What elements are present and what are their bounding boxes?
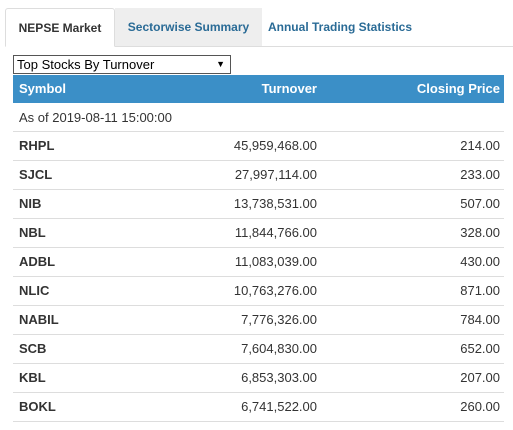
closing-price-cell: 652.00 xyxy=(460,341,500,356)
symbol-cell: SJCL xyxy=(19,167,53,182)
dropdown-arrow-icon: ▼ xyxy=(216,59,225,69)
table-row: SCB 7,604,830.00 652.00 xyxy=(13,335,504,364)
table-row: NLIC 10,763,276.00 871.00 xyxy=(13,277,504,306)
header-closing-price: Closing Price xyxy=(416,81,500,96)
table-row: SJCL 27,997,114.00 233.00 xyxy=(13,161,504,190)
table-row: NBL 11,844,766.00 328.00 xyxy=(13,219,504,248)
as-of-timestamp: As of 2019-08-11 15:00:00 xyxy=(13,103,504,132)
turnover-cell: 11,844,766.00 xyxy=(234,225,317,240)
tab-bar: NEPSE Market Sectorwise Summary Annual T… xyxy=(5,8,513,47)
closing-price-cell: 507.00 xyxy=(460,196,500,211)
turnover-cell: 10,763,276.00 xyxy=(233,283,317,298)
symbol-cell: BOKL xyxy=(19,399,56,414)
closing-price-cell: 328.00 xyxy=(460,225,500,240)
table-header: Symbol Turnover Closing Price xyxy=(13,75,504,103)
table-row: NABIL 7,776,326.00 784.00 xyxy=(13,306,504,335)
closing-price-cell: 260.00 xyxy=(460,399,500,414)
symbol-cell: NLIC xyxy=(19,283,50,298)
tab-sectorwise-summary[interactable]: Sectorwise Summary xyxy=(115,8,262,46)
turnover-cell: 11,083,039.00 xyxy=(234,254,317,269)
table-row: BOKL 6,741,522.00 260.00 xyxy=(13,393,504,422)
header-symbol: Symbol xyxy=(19,81,66,96)
turnover-cell: 13,738,531.00 xyxy=(233,196,317,211)
symbol-cell: NABIL xyxy=(19,312,59,327)
stock-filter-value: Top Stocks By Turnover xyxy=(17,57,155,72)
closing-price-cell: 430.00 xyxy=(460,254,500,269)
closing-price-cell: 784.00 xyxy=(460,312,500,327)
closing-price-cell: 233.00 xyxy=(460,167,500,182)
header-turnover: Turnover xyxy=(261,81,317,96)
symbol-cell: RHPL xyxy=(19,138,55,153)
table-row: KBL 6,853,303.00 207.00 xyxy=(13,364,504,393)
table-row: RHPL 45,959,468.00 214.00 xyxy=(13,132,504,161)
table-row: ADBL 11,083,039.00 430.00 xyxy=(13,248,504,277)
symbol-cell: NIB xyxy=(19,196,42,211)
tab-annual-trading-statistics[interactable]: Annual Trading Statistics xyxy=(267,20,413,34)
turnover-cell: 6,741,522.00 xyxy=(241,399,317,414)
closing-price-cell: 207.00 xyxy=(460,370,500,385)
symbol-cell: ADBL xyxy=(19,254,56,269)
closing-price-cell: 214.00 xyxy=(460,138,500,153)
tab-nepse-market[interactable]: NEPSE Market xyxy=(5,8,115,47)
turnover-cell: 45,959,468.00 xyxy=(233,138,317,153)
closing-price-cell: 871.00 xyxy=(460,283,500,298)
symbol-cell: SCB xyxy=(19,341,47,356)
turnover-cell: 7,776,326.00 xyxy=(241,312,317,327)
turnover-cell: 7,604,830.00 xyxy=(241,341,317,356)
top-stocks-table: Symbol Turnover Closing Price As of 2019… xyxy=(13,75,504,422)
turnover-cell: 27,997,114.00 xyxy=(234,167,317,182)
turnover-cell: 6,853,303.00 xyxy=(241,370,317,385)
table-row: NIB 13,738,531.00 507.00 xyxy=(13,190,504,219)
symbol-cell: KBL xyxy=(19,370,46,385)
tab-divider xyxy=(5,46,513,47)
symbol-cell: NBL xyxy=(19,225,46,240)
stock-filter-select[interactable]: Top Stocks By Turnover ▼ xyxy=(13,55,231,74)
